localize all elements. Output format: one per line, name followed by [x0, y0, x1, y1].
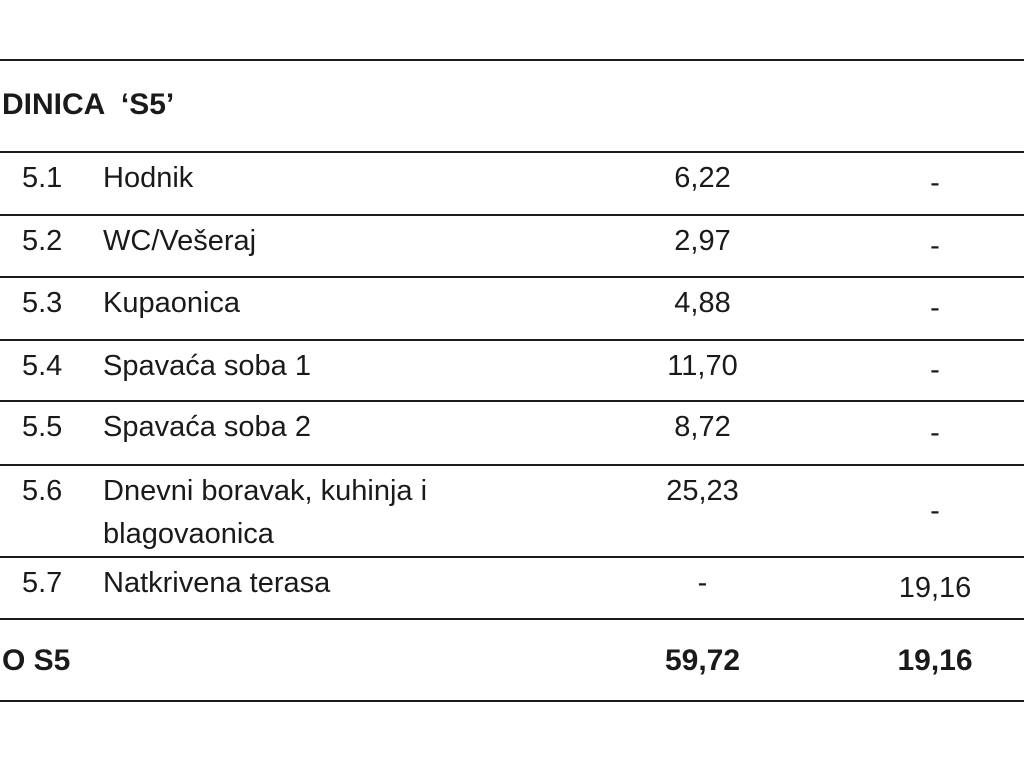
terrace-value: - — [930, 494, 940, 527]
room-name: Natkrivena terasa — [103, 567, 331, 599]
area-value: 4,88 — [674, 287, 731, 319]
row-number: 5.4 — [22, 350, 63, 382]
table-row: 5.6 Dnevni boravak, kuhinja i blagovaoni… — [0, 465, 1024, 557]
room-name: Spavaća soba 2 — [103, 411, 311, 443]
area-value: 2,97 — [674, 225, 731, 257]
total-label: O S5 — [2, 643, 71, 677]
terrace-value: - — [930, 292, 940, 324]
area-value: - — [697, 567, 708, 599]
row-number: 5.6 — [22, 475, 63, 507]
unit-area-table: DINICA ‘S5’ 5.1 Hodnik 6,22 - 5.2 WC/Veš… — [0, 59, 1024, 702]
room-name: Spavaća soba 1 — [103, 350, 311, 382]
terrace-value: 19,16 — [898, 571, 972, 604]
area-value: 25,23 — [666, 475, 739, 507]
total-area-value: 59,72 — [664, 643, 741, 677]
terrace-value: - — [930, 416, 940, 449]
area-value: 6,22 — [674, 162, 731, 194]
room-name: Dnevni boravak, kuhinja i blagovaonica — [103, 475, 428, 550]
table-row: 5.7 Natkrivena terasa - 19,16 — [0, 557, 1024, 619]
table-row: 5.4 Spavaća soba 1 11,70 - — [0, 340, 1024, 401]
area-value: 8,72 — [674, 411, 731, 443]
unit-title: DINICA ‘S5’ — [2, 87, 175, 121]
table-row: 5.2 WC/Vešeraj 2,97 - — [0, 215, 1024, 277]
table-row: 5.5 Spavaća soba 2 8,72 - — [0, 401, 1024, 465]
area-value: 11,70 — [667, 350, 738, 382]
room-name: Kupaonica — [103, 287, 241, 319]
room-name: WC/Vešeraj — [103, 225, 257, 257]
row-number: 5.5 — [22, 411, 63, 443]
terrace-value: - — [930, 229, 940, 262]
row-number: 5.3 — [22, 287, 63, 319]
total-terrace-value: 19,16 — [897, 643, 973, 677]
table-row: 5.3 Kupaonica 4,88 - — [0, 277, 1024, 340]
row-number: 5.2 — [22, 225, 63, 257]
table-row: 5.1 Hodnik 6,22 - — [0, 152, 1024, 215]
terrace-value: - — [930, 354, 940, 386]
total-row: O S5 59,72 19,16 — [0, 619, 1024, 701]
unit-header-row: DINICA ‘S5’ — [0, 60, 1024, 152]
terrace-value: - — [930, 167, 940, 199]
row-number: 5.7 — [22, 567, 63, 599]
room-name: Hodnik — [103, 162, 194, 194]
row-number: 5.1 — [22, 162, 63, 194]
